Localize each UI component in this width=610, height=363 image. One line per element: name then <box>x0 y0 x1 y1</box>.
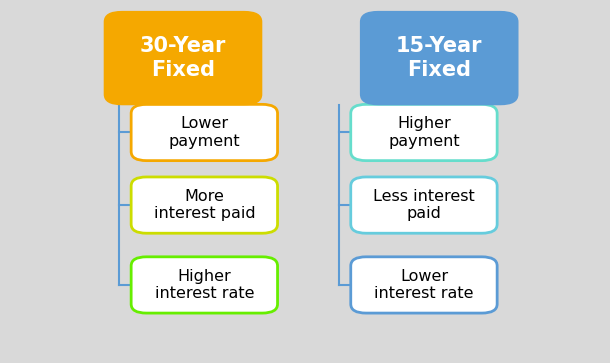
FancyBboxPatch shape <box>351 105 497 160</box>
FancyBboxPatch shape <box>351 177 497 233</box>
FancyBboxPatch shape <box>360 11 518 105</box>
FancyBboxPatch shape <box>131 177 278 233</box>
FancyBboxPatch shape <box>131 105 278 160</box>
Text: 30-Year
Fixed: 30-Year Fixed <box>140 36 226 80</box>
Text: More
interest paid: More interest paid <box>154 189 255 221</box>
Text: Higher
interest rate: Higher interest rate <box>154 269 254 301</box>
FancyBboxPatch shape <box>104 11 262 105</box>
Text: Lower
interest rate: Lower interest rate <box>374 269 474 301</box>
FancyBboxPatch shape <box>131 257 278 313</box>
Text: Lower
payment: Lower payment <box>168 116 240 149</box>
FancyBboxPatch shape <box>351 257 497 313</box>
Text: 15-Year
Fixed: 15-Year Fixed <box>396 36 483 80</box>
Text: Higher
payment: Higher payment <box>388 116 460 149</box>
Text: Less interest
paid: Less interest paid <box>373 189 475 221</box>
